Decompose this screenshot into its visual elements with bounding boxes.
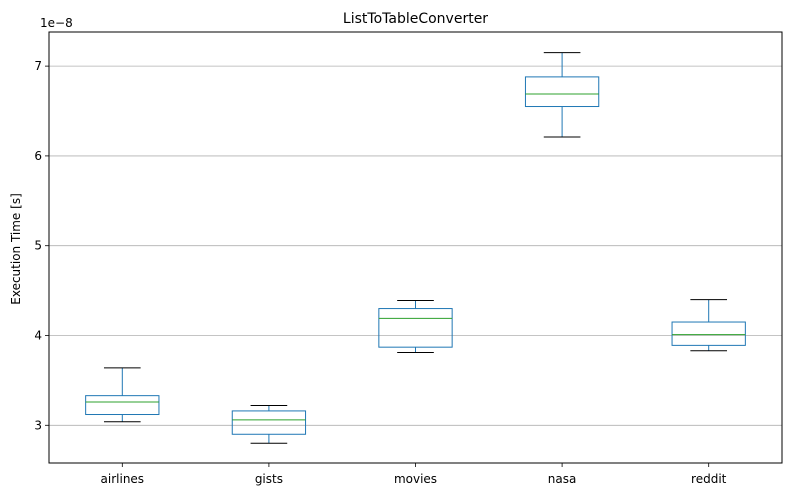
y-tick-label: 6	[34, 149, 42, 163]
x-tick-label: gists	[255, 472, 283, 486]
box-nasa	[524, 52, 600, 138]
iqr-box	[85, 395, 160, 416]
plot-area-frame	[48, 31, 783, 464]
box-gists	[231, 405, 307, 444]
grid-lines	[49, 65, 782, 426]
iqr-box	[231, 410, 307, 435]
y-offset-label: 1e−8	[40, 16, 73, 30]
y-tick-label: 7	[34, 59, 42, 73]
y-axis-title: Execution Time [s]	[9, 193, 23, 305]
chart-title: ListToTableConverter	[343, 11, 488, 27]
x-tick-label: reddit	[691, 472, 727, 486]
ticks: 3 4 5 6 7 airlines gists movies nasa reddit	[34, 59, 726, 486]
iqr-box	[378, 308, 453, 348]
iqr-box	[524, 76, 600, 108]
y-tick-label: 4	[34, 328, 42, 342]
iqr-box	[671, 321, 746, 346]
boxes	[85, 52, 746, 444]
y-tick-label: 5	[34, 239, 42, 253]
box-airlines	[85, 367, 160, 423]
x-tick-label: movies	[394, 472, 437, 486]
x-tick-label: airlines	[101, 472, 145, 486]
x-tick-label: nasa	[548, 472, 577, 486]
box-reddit	[671, 299, 746, 352]
y-tick-label: 3	[34, 418, 42, 432]
box-movies	[378, 299, 453, 354]
